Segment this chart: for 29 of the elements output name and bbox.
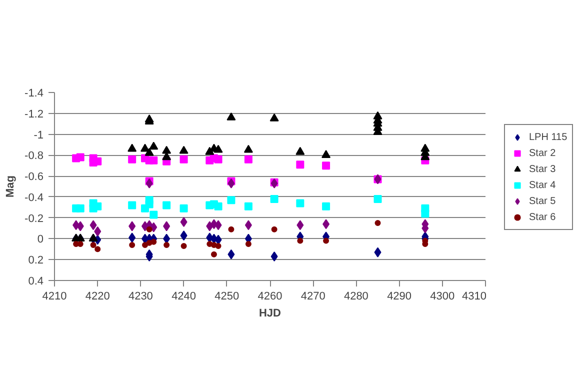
y-tick-label: -1.2 — [24, 108, 44, 120]
legend-label: Star 4 — [529, 180, 556, 190]
y-tick-label: -0.2 — [24, 212, 44, 225]
y-tick-label: -0.6 — [24, 171, 44, 184]
y-tick-label: -1.4 — [24, 88, 44, 100]
y-tick-label: 0.2 — [28, 254, 44, 267]
y-tick-label: -1 — [34, 129, 44, 142]
x-tick-label: 4250 — [214, 290, 240, 302]
x-tick-label: 4300 — [430, 290, 455, 302]
x-tick-label: 4230 — [128, 290, 153, 302]
x-tick-label: 4310 — [462, 290, 487, 302]
legend-label: Star 5 — [529, 196, 556, 206]
y-axis-title: Mag — [4, 176, 17, 198]
y-tick-label: -0.8 — [24, 150, 44, 162]
y-tick-label: 0 — [37, 234, 44, 246]
y-tick-label: -0.4 — [24, 192, 44, 204]
x-tick-label: 4290 — [387, 290, 412, 302]
legend-label: Star 3 — [529, 164, 556, 174]
x-tick-label: 4270 — [300, 290, 326, 302]
x-tick-label: 4260 — [258, 290, 282, 302]
x-tick-label: 4240 — [172, 290, 196, 302]
x-tick-label: 4220 — [85, 290, 110, 302]
x-axis-title: HJD — [258, 308, 282, 320]
legend-label: Star 2 — [529, 148, 556, 158]
x-tick-label: 4210 — [42, 290, 67, 302]
legend-label: LPH 115 — [529, 132, 568, 142]
y-tick-label: 0.4 — [28, 276, 44, 288]
legend-label: Star 6 — [529, 212, 556, 222]
x-tick-label: 4280 — [344, 290, 368, 302]
